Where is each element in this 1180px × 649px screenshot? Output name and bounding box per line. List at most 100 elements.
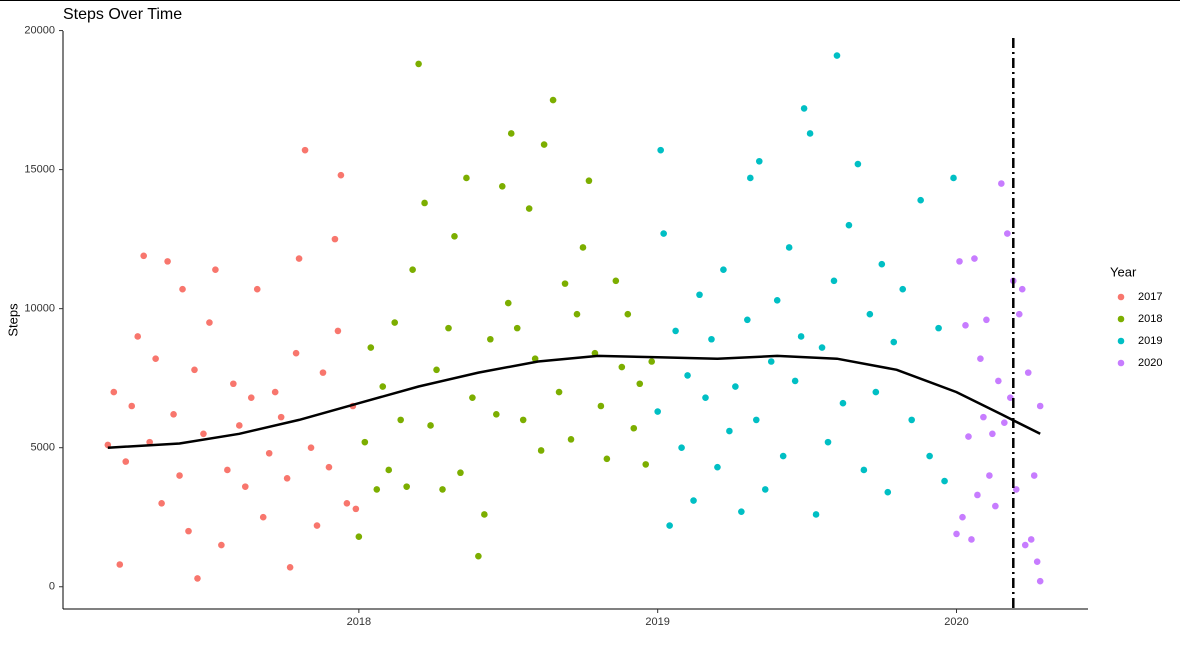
point xyxy=(307,444,315,452)
point xyxy=(983,316,990,324)
point xyxy=(935,324,942,332)
point xyxy=(498,182,506,190)
point xyxy=(469,394,476,401)
point xyxy=(908,416,915,424)
point xyxy=(666,522,673,529)
point xyxy=(158,500,165,507)
point xyxy=(872,388,880,396)
point xyxy=(463,174,470,182)
point xyxy=(791,377,799,385)
point xyxy=(839,399,847,407)
point xyxy=(247,394,255,401)
point xyxy=(236,422,243,429)
point xyxy=(636,380,644,388)
point xyxy=(1024,369,1032,376)
point xyxy=(956,258,963,265)
point xyxy=(493,411,500,418)
point xyxy=(962,322,969,329)
point xyxy=(1001,419,1008,426)
point xyxy=(708,335,715,343)
point xyxy=(427,422,434,429)
y-tick-label: 5000 xyxy=(31,442,55,454)
point xyxy=(292,349,300,357)
legend-swatch xyxy=(1117,315,1125,323)
point xyxy=(337,171,345,179)
point xyxy=(755,157,763,165)
y-axis-title: Steps xyxy=(5,303,20,337)
point xyxy=(603,455,611,463)
point xyxy=(579,244,587,251)
point xyxy=(295,255,303,262)
point xyxy=(941,477,948,485)
point xyxy=(1021,541,1029,549)
point xyxy=(830,277,838,285)
point xyxy=(1015,310,1023,318)
point xyxy=(352,505,360,513)
point xyxy=(513,324,521,332)
point xyxy=(531,355,539,363)
point xyxy=(504,299,512,307)
point xyxy=(481,511,488,518)
point xyxy=(355,533,363,540)
point xyxy=(259,513,267,521)
point xyxy=(986,472,993,479)
point xyxy=(1027,536,1035,543)
point xyxy=(878,260,886,268)
point xyxy=(373,486,381,493)
point xyxy=(319,369,327,376)
point xyxy=(519,416,527,424)
point xyxy=(977,355,984,363)
point xyxy=(343,500,351,507)
point xyxy=(191,366,198,374)
point xyxy=(230,380,237,388)
chart-title: Steps Over Time xyxy=(63,6,182,23)
point xyxy=(678,444,685,452)
x-tick-label: 2018 xyxy=(347,616,371,628)
point xyxy=(752,416,760,424)
point xyxy=(164,258,171,265)
point xyxy=(128,402,136,410)
point xyxy=(567,436,575,443)
point xyxy=(206,319,213,326)
point xyxy=(241,483,249,490)
point xyxy=(812,511,820,518)
legend-label: 2018 xyxy=(1138,313,1162,325)
point xyxy=(806,130,814,137)
point xyxy=(439,486,446,493)
point xyxy=(451,233,458,240)
point xyxy=(953,530,960,538)
point xyxy=(642,461,650,468)
point xyxy=(313,522,321,529)
point xyxy=(854,160,862,168)
point xyxy=(334,327,342,335)
point xyxy=(738,508,745,515)
point xyxy=(555,388,563,396)
point xyxy=(457,469,464,477)
point xyxy=(726,427,733,435)
point xyxy=(146,438,153,446)
point xyxy=(800,105,808,112)
point xyxy=(286,563,294,571)
x-tick-label: 2020 xyxy=(944,616,968,628)
point xyxy=(415,60,422,68)
point xyxy=(212,266,219,274)
point xyxy=(218,541,225,549)
point xyxy=(391,319,399,326)
point xyxy=(1030,472,1038,479)
point xyxy=(696,291,703,299)
point xyxy=(540,141,548,148)
point xyxy=(367,344,375,351)
legend-swatch xyxy=(1117,359,1125,367)
point xyxy=(140,252,147,260)
point xyxy=(657,146,664,154)
point xyxy=(597,402,605,410)
point xyxy=(1036,577,1044,585)
point xyxy=(672,327,679,335)
point xyxy=(1004,230,1011,237)
point xyxy=(194,575,201,582)
point xyxy=(537,447,545,454)
trend-line xyxy=(107,354,1041,449)
point xyxy=(797,333,805,340)
point xyxy=(277,413,285,421)
